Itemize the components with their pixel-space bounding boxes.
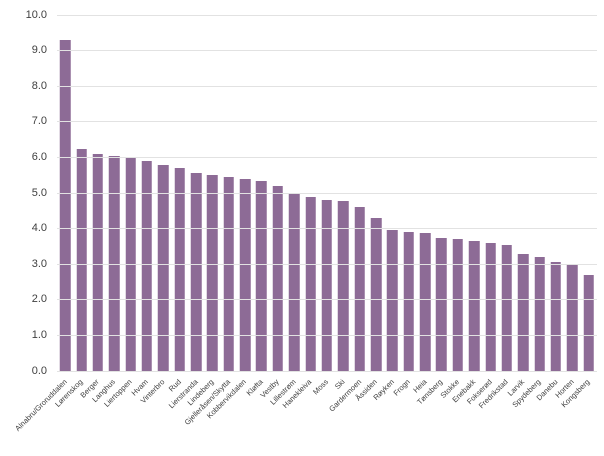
- x-axis-category-label: Frogn: [391, 377, 412, 398]
- gridline: [57, 228, 597, 230]
- bar: [223, 176, 235, 371]
- bar-band: Kløfta: [244, 15, 269, 398]
- bar-band: Larvik: [506, 15, 531, 398]
- bar: [370, 217, 382, 371]
- bar: [517, 253, 529, 371]
- bar-band: Vinterbro: [139, 15, 171, 405]
- bar-band: Horten: [553, 15, 580, 400]
- bar-band: Stokke: [438, 15, 466, 400]
- bar: [452, 239, 464, 371]
- bar-band: Gardermoen: [327, 15, 367, 413]
- bar-band: Heia: [411, 15, 433, 395]
- bar: [436, 237, 447, 371]
- bar-band: Rud: [167, 15, 188, 393]
- bar: [321, 200, 333, 371]
- y-axis-tick-label: 7.0: [31, 115, 47, 128]
- bar: [76, 148, 87, 371]
- bar-band: Lillestrøm: [268, 15, 302, 407]
- bar-band: Hanekleiva: [281, 15, 318, 410]
- bar-band: Danebu: [534, 15, 564, 402]
- bar: [387, 230, 398, 371]
- bar-band: Lørenskog: [53, 15, 89, 409]
- y-axis-tick-label: 6.0: [31, 150, 47, 163]
- y-axis-tick-label: 2.0: [31, 293, 47, 306]
- bar: [158, 164, 169, 371]
- bar: [305, 196, 316, 371]
- bar: [567, 264, 578, 371]
- bar: [272, 185, 284, 371]
- gridline: [57, 370, 597, 372]
- bar-band: Fokserød: [465, 15, 498, 406]
- bar: [354, 207, 365, 371]
- y-axis-tick-label: 1.0: [31, 328, 47, 341]
- bar-band: Ski: [333, 15, 351, 391]
- bar: [207, 175, 218, 371]
- gridline: [57, 263, 597, 265]
- bar: [501, 244, 513, 371]
- y-axis-tick-label: 9.0: [31, 44, 47, 57]
- bar-band: Hvam: [130, 15, 155, 398]
- bar: [92, 153, 104, 371]
- bar: [550, 262, 562, 371]
- y-axis-tick-label: 0.0: [31, 364, 47, 377]
- gridline: [57, 121, 597, 123]
- bar: [338, 200, 349, 371]
- gridline: [57, 85, 597, 87]
- bar-band: Spydeberg: [511, 15, 547, 409]
- x-axis-category-label: Moss: [311, 377, 331, 397]
- bar-band: Gjelleråsen/Skytta: [183, 15, 237, 427]
- bar-band: Røyken: [371, 15, 400, 402]
- bar-series: Alnabru/Groruddalen Lørenskog Berger Langhu…: [13, 15, 597, 433]
- bar-band: Fredrikstad: [477, 15, 515, 410]
- bar: [59, 39, 71, 371]
- bar-band: Frogn: [392, 15, 417, 398]
- bar: [485, 242, 496, 371]
- bar: [256, 180, 267, 371]
- bar: [190, 173, 202, 371]
- y-axis-tick-label: 5.0: [31, 186, 47, 199]
- bar: [174, 168, 185, 371]
- bar: [239, 178, 251, 371]
- y-axis-tick-label: 4.0: [31, 222, 47, 235]
- bar: [288, 193, 300, 371]
- y-axis-tick-label: 10.0: [25, 8, 47, 21]
- bar-band: Kongsberg: [560, 15, 597, 409]
- bar-band: Moss: [311, 15, 335, 396]
- bar: [468, 241, 480, 371]
- gridline: [57, 299, 597, 301]
- gridline: [57, 156, 597, 158]
- gridline: [57, 192, 597, 194]
- gridline: [57, 14, 597, 16]
- bar-band: Langhus: [91, 15, 122, 404]
- bar-band: Berger: [79, 15, 106, 400]
- bar-band: Lierstranda: [166, 15, 204, 410]
- bar-band: Tønsberg: [416, 15, 449, 406]
- bar: [109, 155, 120, 371]
- bar: [403, 232, 414, 371]
- bar-band: Lindeberg: [186, 15, 220, 407]
- bar-band: Åssiden: [354, 15, 384, 403]
- plot-area: Alnabru/Groruddalen Lørenskog Berger Langhu…: [13, 14, 597, 433]
- bar: [419, 232, 431, 371]
- bar: [583, 274, 594, 371]
- y-axis-tick-label: 3.0: [31, 257, 47, 270]
- bar-band: Enebakk: [450, 15, 482, 404]
- bar: [534, 257, 545, 371]
- bar-band: Kobbervikdalen: [205, 15, 253, 420]
- bar-band: Vestby: [259, 15, 286, 400]
- bar-band: Alnabru/Groruddalen: [13, 15, 73, 433]
- gridline: [57, 334, 597, 336]
- gridline: [57, 50, 597, 52]
- y-axis-tick-label: 8.0: [31, 79, 47, 92]
- bar: [141, 160, 153, 371]
